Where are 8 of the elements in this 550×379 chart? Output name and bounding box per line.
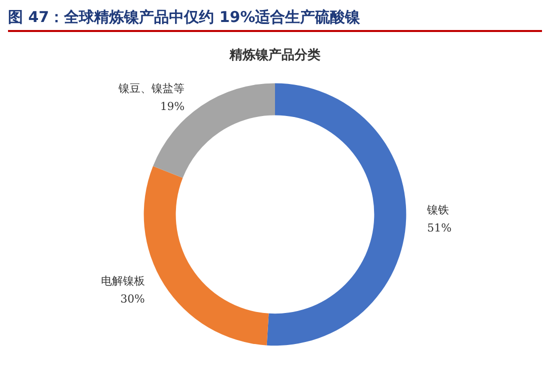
slice-label: 镍豆、镍盐等	[118, 82, 185, 96]
chart-subtitle: 精炼镍产品分类	[228, 47, 320, 63]
slice-label: 电解镍板	[100, 274, 145, 288]
chart-title: 图 47：全球精炼镍产品中仅约 19%适合生产硫酸镍	[8, 8, 542, 32]
data-label: 19%	[160, 100, 185, 114]
data-label: 30%	[120, 292, 145, 306]
data-label: 51%	[427, 221, 452, 234]
slice-label: 镍铁	[426, 203, 450, 216]
